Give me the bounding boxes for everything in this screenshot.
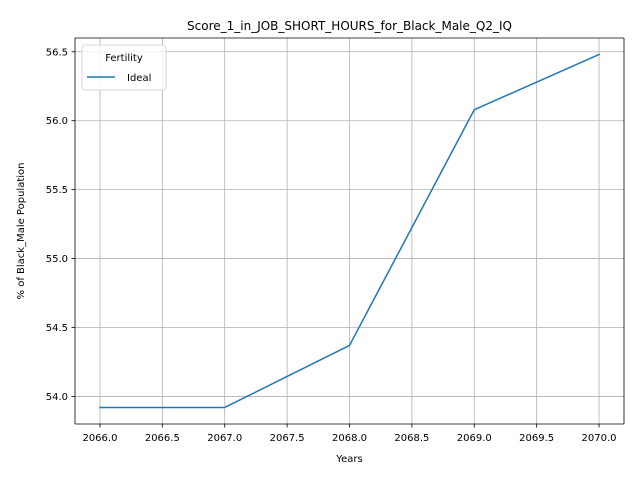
x-axis-ticks: 2066.0 2066.5 2067.0 2067.5 2068.0 2068.5 2069… bbox=[82, 424, 617, 444]
x-axis-label: Years bbox=[335, 454, 362, 465]
x-tick-label: 2066.5 bbox=[145, 433, 180, 444]
x-tick-label: 2068.0 bbox=[332, 433, 367, 444]
grid-lines bbox=[75, 38, 624, 424]
legend-label-ideal: Ideal bbox=[127, 73, 151, 84]
x-tick-label: 2067.5 bbox=[270, 433, 305, 444]
y-tick-label: 55.0 bbox=[46, 254, 68, 265]
y-tick-label: 55.5 bbox=[46, 185, 68, 196]
legend: Fertility Ideal bbox=[81, 44, 167, 91]
legend-title: Fertility bbox=[105, 53, 143, 64]
series-line-ideal bbox=[99, 53, 601, 409]
y-tick-label: 54.5 bbox=[46, 323, 68, 334]
x-tick-label: 2067.0 bbox=[207, 433, 242, 444]
y-tick-label: 54.0 bbox=[46, 392, 68, 403]
x-tick-label: 2066.0 bbox=[82, 433, 117, 444]
y-axis-ticks: 54.0 54.5 55.0 55.5 56.0 56.5 bbox=[46, 47, 75, 403]
y-tick-label: 56.0 bbox=[46, 116, 68, 127]
y-tick-label: 56.5 bbox=[46, 47, 68, 58]
legend-box bbox=[81, 44, 167, 91]
series-lines bbox=[99, 53, 601, 409]
x-tick-label: 2068.5 bbox=[394, 433, 429, 444]
chart-title: Score_1_in_JOB_SHORT_HOURS_for_Black_Mal… bbox=[187, 19, 512, 33]
y-axis-label: % of Black_Male Population bbox=[16, 163, 27, 300]
x-tick-label: 2069.0 bbox=[457, 433, 492, 444]
x-tick-label: 2069.5 bbox=[519, 433, 554, 444]
x-tick-label: 2070.0 bbox=[582, 433, 617, 444]
